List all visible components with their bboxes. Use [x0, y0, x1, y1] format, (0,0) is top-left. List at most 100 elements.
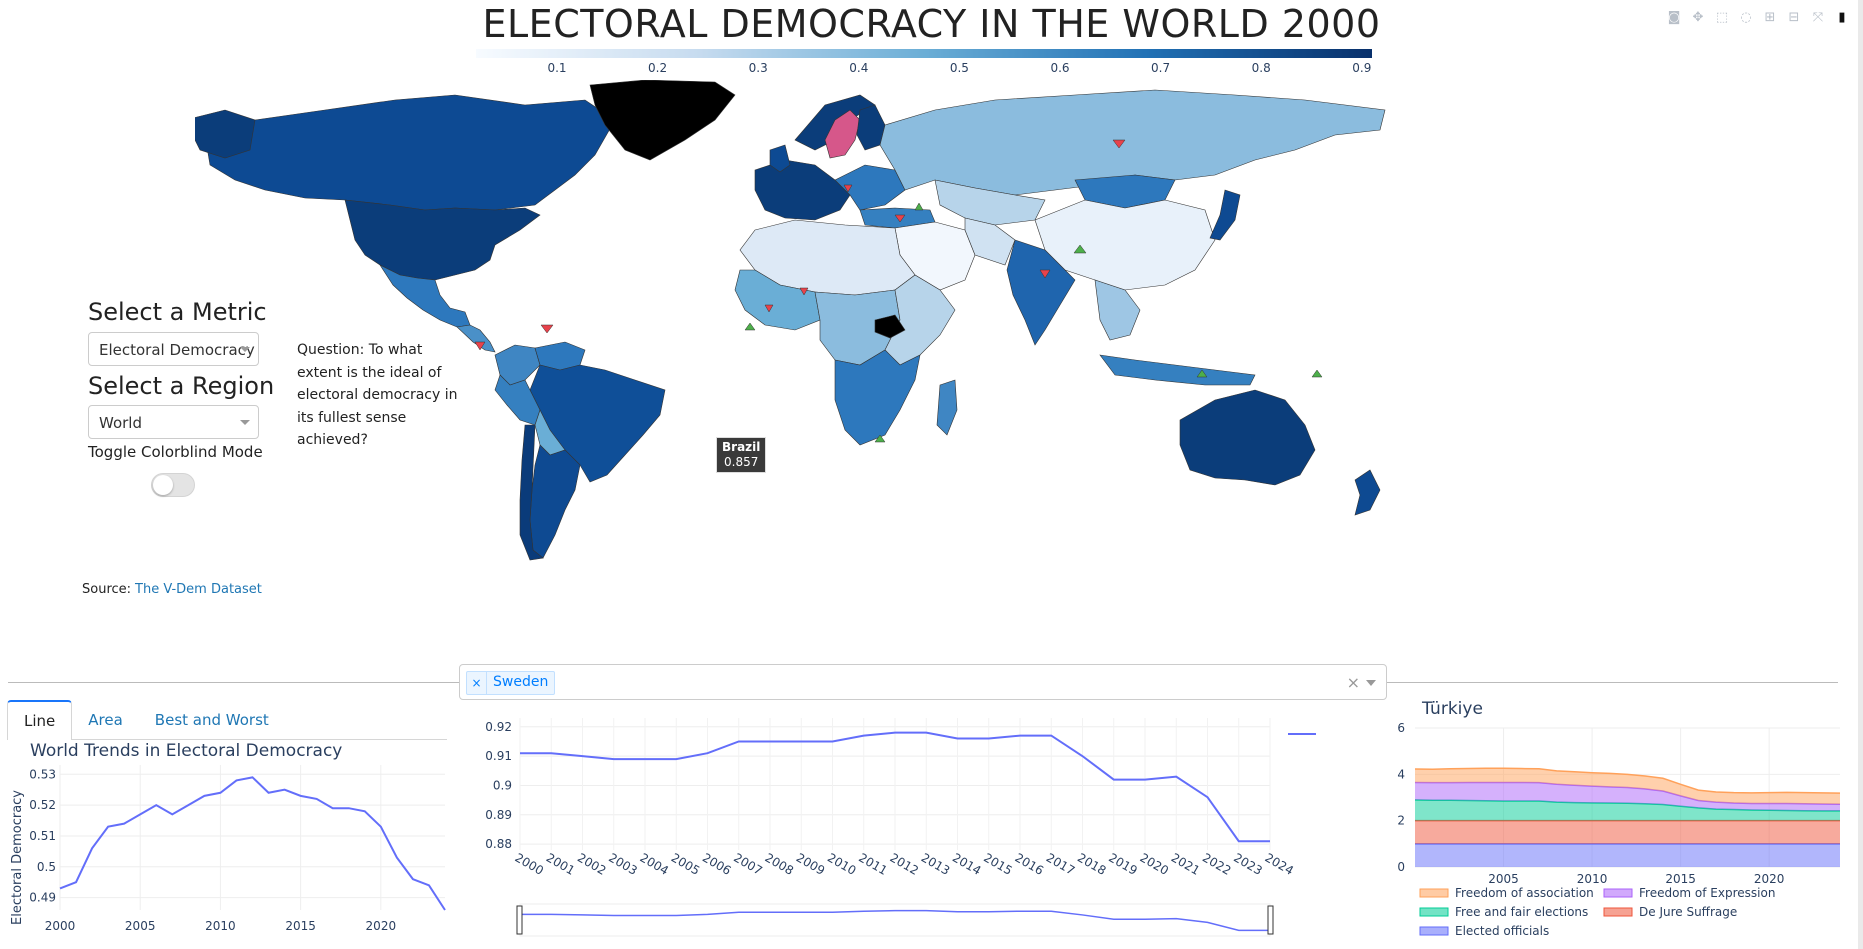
growth-marker [744, 322, 756, 331]
chip-label: Sweden [493, 674, 549, 690]
tab-line[interactable]: Line [7, 700, 73, 740]
country-southeast-asia[interactable] [1094, 279, 1141, 341]
zoom-out-icon[interactable]: ⊟ [1788, 9, 1800, 25]
x-tick-label: 2005 [1488, 872, 1519, 886]
colorbar-tick-label: 0.4 [849, 61, 869, 75]
tab-best-and-worst[interactable]: Best and Worst [138, 700, 285, 740]
country-greenland[interactable] [589, 80, 736, 161]
x-tick-label: 2023 [1231, 850, 1264, 877]
x-tick-label: 2020 [1138, 850, 1171, 877]
box-select-icon[interactable]: ⬚ [1715, 9, 1729, 25]
x-tick-label: 2020 [1754, 872, 1785, 886]
country-iran[interactable] [964, 217, 1016, 266]
colorblind-toggle[interactable] [151, 473, 195, 497]
pan-icon[interactable]: ✥ [1692, 9, 1704, 25]
series-line [59, 776, 446, 911]
legend-swatch [1419, 907, 1449, 917]
colorbar-tick-label: 0.1 [547, 61, 567, 75]
country-japan[interactable] [1209, 189, 1241, 241]
legend-label: De Jure Suffrage [1639, 905, 1737, 919]
country-russia[interactable] [879, 89, 1386, 196]
change-markers [474, 139, 1323, 443]
area-free-and-fair-elections [1415, 799, 1840, 821]
decline-marker [474, 341, 486, 351]
tab-area[interactable]: Area [72, 700, 139, 740]
country-southern-africa[interactable] [834, 349, 921, 446]
country-uk[interactable] [769, 144, 791, 173]
plot-modebar: ◙ ✥ ⬚ ◌ ⊞ ⊟ ⤧ ▮ [1665, 8, 1851, 26]
rangeslider-line [520, 909, 1270, 932]
region-dropdown-value: World [99, 414, 142, 432]
y-axis-label: Electoral Democracy [10, 790, 25, 925]
colorbar-tick-label: 0.5 [949, 61, 969, 75]
colorbar-tick-label: 0.9 [1352, 61, 1372, 75]
chart-title: Türkiye [1421, 699, 1483, 719]
chevron-down-icon[interactable] [1366, 680, 1376, 686]
country-australia[interactable] [1179, 389, 1316, 486]
decline-marker [1039, 269, 1051, 279]
legend-label: Elected officials [1455, 924, 1549, 938]
country-comparison-chart[interactable]: 0.880.890.90.910.92200020012002200320042… [460, 700, 1320, 949]
country-usa[interactable] [344, 199, 541, 281]
zoom-in-icon[interactable]: ⊞ [1764, 9, 1776, 25]
autoscale-icon[interactable]: ⤧ [1812, 9, 1824, 25]
country-madagascar[interactable] [936, 379, 958, 436]
country-eastern-europe[interactable] [834, 164, 906, 211]
remove-chip-icon[interactable]: × [467, 672, 487, 694]
turkiye-components-chart[interactable]: Türkiye 0 2 4 6 2005 2010 2015 2020 Freedom of as… [1380, 690, 1863, 949]
growth-marker [1311, 369, 1323, 378]
scrollbar[interactable] [1858, 0, 1863, 949]
country-india[interactable] [1006, 239, 1076, 346]
colorbar-tick-label: 0.6 [1050, 61, 1070, 75]
lasso-icon[interactable]: ◌ [1740, 9, 1752, 25]
country-central-america[interactable] [456, 324, 496, 353]
metric-dropdown[interactable]: Electoral Democracy [88, 332, 259, 366]
decline-marker [540, 324, 554, 334]
clear-icon[interactable]: × [1346, 673, 1360, 692]
y-tick-label: 0.9 [493, 778, 512, 792]
y-tick-label: 6 [1397, 721, 1405, 735]
x-tick-label: 2012 [888, 850, 921, 877]
country-chile[interactable] [519, 424, 544, 561]
legend-swatch [1419, 888, 1449, 898]
x-tick-label: 2021 [1169, 850, 1202, 877]
growth-marker [914, 202, 924, 211]
rangeslider-handle-left [516, 905, 523, 935]
country-alaska[interactable] [195, 109, 256, 159]
area-edge [1414, 767, 1841, 794]
country-indonesia[interactable] [1099, 354, 1256, 386]
world-trends-chart[interactable]: World Trends in Electoral Democracy 0.49 0… [0, 740, 460, 949]
country-canada[interactable] [204, 94, 616, 211]
area-elected-officials [1415, 843, 1840, 867]
y-tick-label: 0 [1397, 860, 1405, 874]
legend-swatch [1603, 907, 1633, 917]
page-title: ELECTORAL DEMOCRACY IN THE WORLD 2000 [482, 2, 1381, 46]
world-choropleth-map[interactable] [195, 80, 1655, 640]
plotly-logo-icon[interactable]: ▮ [1838, 9, 1846, 25]
x-tick-label: 2005 [669, 850, 702, 877]
selected-country-chip: × Sweden [466, 671, 556, 695]
y-tick-label: 0.52 [29, 798, 56, 812]
country-argentina[interactable] [529, 444, 581, 559]
x-tick-label: 2009 [794, 850, 827, 877]
colorbar-tick-label: 0.2 [648, 61, 668, 75]
country-mexico[interactable] [379, 264, 471, 328]
rangeslider [519, 903, 1271, 937]
camera-icon[interactable]: ◙ [1667, 9, 1681, 25]
country-new-zealand[interactable] [1354, 469, 1381, 516]
country-western-europe[interactable] [754, 159, 851, 221]
country-multiselect[interactable]: × Sweden × [459, 664, 1387, 700]
area-freedom-of-expression [1415, 782, 1840, 811]
area-edge [1414, 799, 1840, 812]
colorbar-tick-label: 0.7 [1151, 61, 1171, 75]
y-tick-label: 0.91 [485, 749, 512, 763]
decline-marker [799, 287, 809, 296]
area-freedom-of-association [1415, 768, 1840, 805]
source-note: Source: The V-Dem Dataset [82, 582, 262, 597]
country-west-africa[interactable] [734, 269, 821, 331]
region-dropdown[interactable]: World [88, 405, 259, 439]
country-south-sudan[interactable] [874, 314, 906, 339]
source-link[interactable]: The V-Dem Dataset [135, 582, 262, 597]
x-tick-label: 2020 [366, 919, 397, 933]
